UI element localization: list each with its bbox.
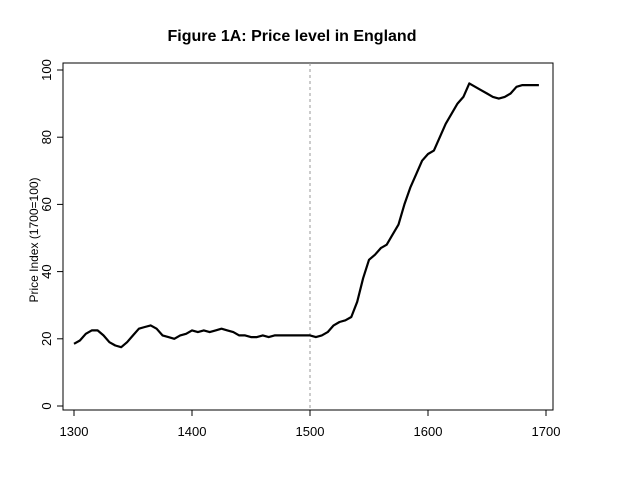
plot-frame (62, 62, 554, 411)
x-axis: 1300 1400 1500 1600 1700 (60, 410, 561, 439)
x-tick-label: 1700 (532, 424, 561, 439)
chart-title: Figure 1A: Price level in England (168, 28, 417, 45)
y-tick-label: 60 (39, 197, 54, 211)
x-tick-label: 1400 (178, 424, 207, 439)
y-tick-label: 40 (39, 264, 54, 278)
y-tick-label: 100 (39, 59, 54, 81)
y-axis-title: Price Index (1700=100) (27, 177, 41, 302)
y-tick-label: 80 (39, 130, 54, 144)
x-tick-label: 1600 (414, 424, 443, 439)
price-index-line (73, 82, 539, 349)
y-tick-label: 0 (39, 402, 54, 409)
x-tick-label: 1300 (60, 424, 89, 439)
y-axis: 0 20 40 60 80 100 (39, 59, 63, 410)
x-tick-label: 1500 (296, 424, 325, 439)
y-tick-label: 20 (39, 332, 54, 346)
